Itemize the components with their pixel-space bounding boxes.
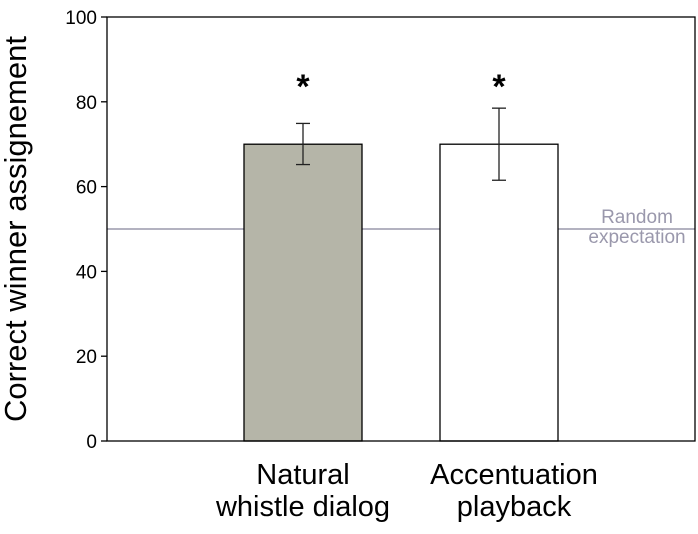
y-tick-label: 0 [86, 432, 97, 453]
x-tick-label: whistle dialog [215, 491, 390, 523]
bar [439, 143, 559, 442]
y-tick-label: 20 [76, 347, 97, 368]
y-tick-label: 100 [65, 8, 97, 29]
y-axis-label: Correct winner assignement [0, 36, 33, 422]
reference-line-label: Random [601, 207, 673, 228]
significance-marker: * [296, 68, 310, 106]
x-tick-label: playback [457, 491, 572, 523]
y-tick-label: 80 [76, 93, 97, 114]
x-tick-label: Natural [256, 459, 350, 491]
y-tick-label: 40 [76, 262, 97, 283]
bar [243, 143, 363, 442]
plot-frame [106, 16, 696, 442]
significance-marker: * [492, 68, 506, 106]
reference-line-label: expectation [588, 227, 685, 248]
y-tick-label: 60 [76, 178, 97, 199]
x-tick-label: Accentuation [430, 459, 598, 491]
